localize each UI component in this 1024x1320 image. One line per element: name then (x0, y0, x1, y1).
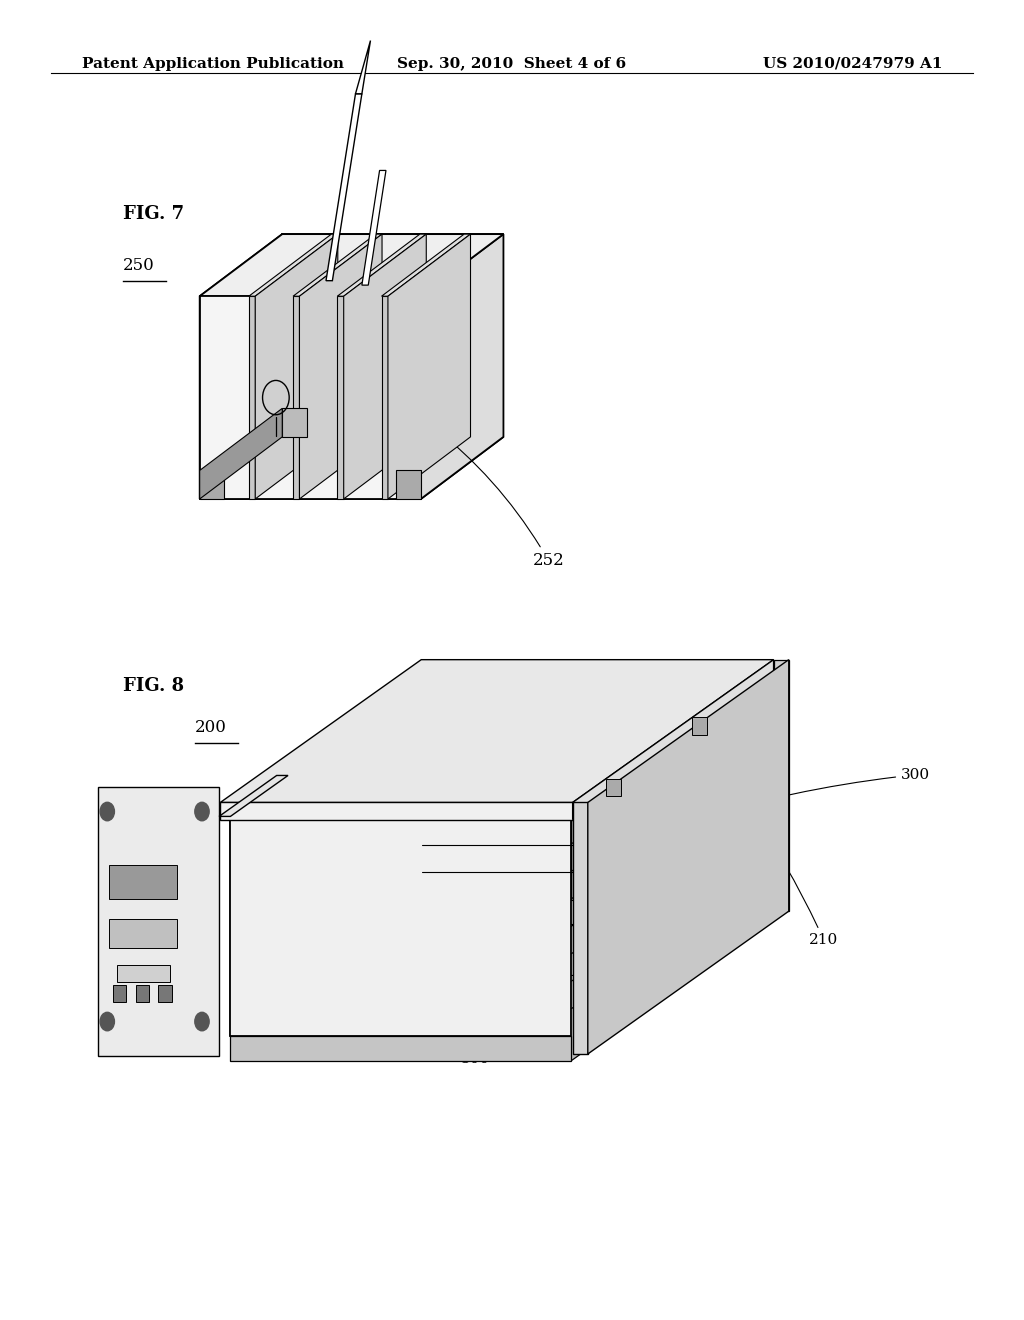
Circle shape (195, 1012, 209, 1031)
Polygon shape (135, 985, 148, 1002)
Polygon shape (230, 680, 764, 816)
Circle shape (100, 803, 115, 821)
Text: 110: 110 (127, 847, 178, 960)
Polygon shape (421, 234, 504, 499)
Polygon shape (220, 803, 572, 820)
Polygon shape (230, 1036, 571, 1061)
Polygon shape (423, 680, 764, 900)
Polygon shape (396, 470, 421, 499)
Polygon shape (606, 779, 621, 796)
Polygon shape (355, 41, 371, 94)
Polygon shape (249, 234, 338, 296)
Text: 500: 500 (358, 1026, 489, 1065)
Polygon shape (200, 234, 283, 499)
Polygon shape (110, 919, 177, 948)
Polygon shape (230, 900, 764, 1036)
Polygon shape (98, 787, 219, 1056)
Polygon shape (571, 680, 764, 1036)
Text: Sep. 30, 2010  Sheet 4 of 6: Sep. 30, 2010 Sheet 4 of 6 (397, 57, 627, 71)
Polygon shape (337, 234, 426, 296)
Polygon shape (382, 296, 388, 499)
Polygon shape (200, 437, 504, 499)
Text: 400: 400 (440, 735, 470, 758)
Text: Patent Application Publication: Patent Application Publication (82, 57, 344, 71)
Text: US 2010/0247979 A1: US 2010/0247979 A1 (763, 57, 942, 71)
Circle shape (100, 1012, 115, 1031)
Polygon shape (200, 234, 504, 296)
Text: 210: 210 (746, 805, 839, 946)
Polygon shape (219, 775, 288, 816)
Polygon shape (200, 408, 283, 499)
Polygon shape (113, 985, 126, 1002)
Text: 300: 300 (692, 768, 930, 821)
Text: FIG. 7: FIG. 7 (123, 205, 184, 223)
Polygon shape (388, 234, 470, 499)
Polygon shape (344, 234, 426, 499)
Polygon shape (117, 965, 170, 982)
Text: 252: 252 (433, 426, 564, 569)
Text: 230: 230 (520, 973, 684, 986)
Polygon shape (200, 470, 224, 499)
Polygon shape (230, 680, 423, 1036)
Polygon shape (283, 408, 307, 437)
Text: 200: 200 (195, 719, 226, 737)
Circle shape (195, 803, 209, 821)
Polygon shape (326, 94, 361, 281)
Polygon shape (283, 234, 504, 437)
Polygon shape (299, 234, 382, 499)
Polygon shape (230, 924, 764, 1061)
Polygon shape (361, 170, 386, 285)
Polygon shape (692, 718, 708, 734)
Polygon shape (159, 985, 172, 1002)
Polygon shape (293, 296, 299, 499)
Polygon shape (230, 816, 571, 1036)
Polygon shape (423, 900, 764, 924)
Polygon shape (588, 660, 788, 1053)
Text: 220: 220 (323, 762, 352, 803)
Polygon shape (220, 660, 773, 803)
Polygon shape (293, 234, 382, 296)
Polygon shape (249, 296, 255, 499)
Polygon shape (200, 296, 421, 499)
Polygon shape (337, 296, 344, 499)
Text: 250: 250 (123, 257, 155, 275)
Polygon shape (255, 234, 338, 499)
Polygon shape (382, 234, 470, 296)
Polygon shape (773, 660, 788, 911)
Polygon shape (110, 866, 177, 899)
Text: FIG. 8: FIG. 8 (123, 677, 184, 696)
Polygon shape (572, 803, 588, 1053)
Polygon shape (572, 660, 773, 820)
